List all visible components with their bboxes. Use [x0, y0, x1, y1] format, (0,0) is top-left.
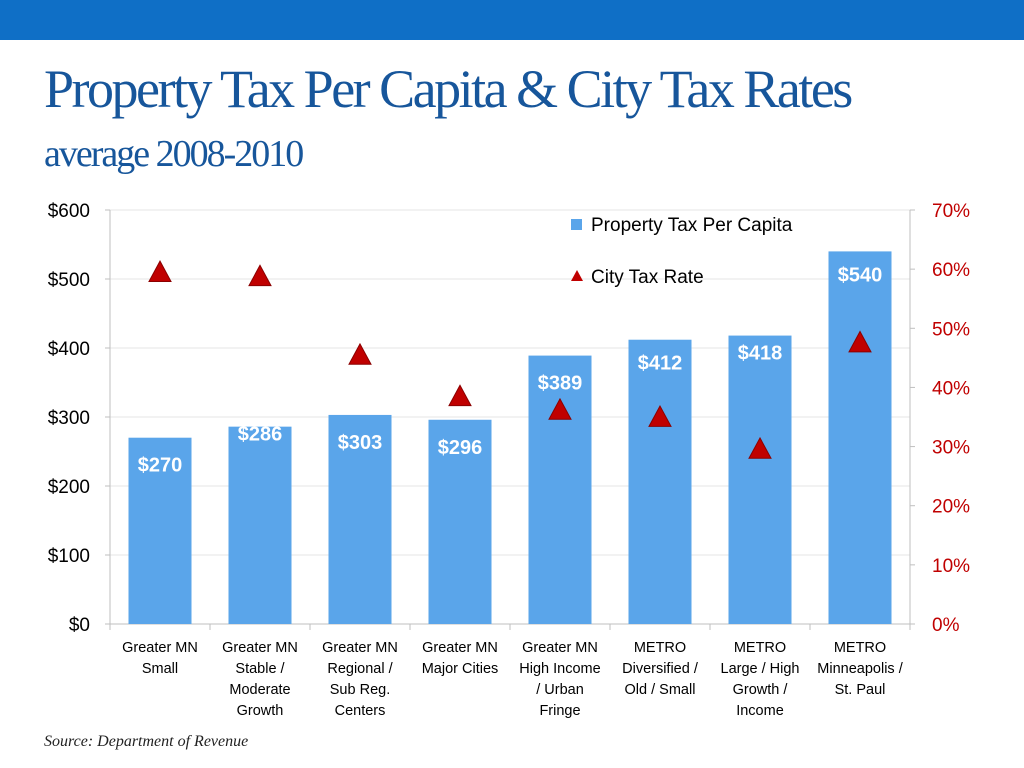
left-tick-label: $300 — [48, 408, 90, 429]
x-tick-label: METRO Large / High Growth / Income — [721, 640, 800, 719]
tax-rate-marker — [548, 397, 572, 420]
source-note: Source: Department of Revenue — [44, 733, 249, 750]
right-tick-label: 10% — [932, 556, 970, 577]
bar — [728, 335, 792, 624]
x-tick-label: Greater MN Stable / Moderate Growth — [222, 640, 298, 719]
left-tick-label: $0 — [69, 615, 90, 636]
tax-rate-marker — [848, 330, 872, 353]
right-tick-label: 0% — [932, 615, 960, 636]
legend-bar-swatch — [571, 219, 582, 230]
tax-rate-marker — [648, 404, 672, 427]
right-tick-label: 70% — [932, 201, 970, 222]
bar — [128, 437, 192, 624]
right-tick-label: 20% — [932, 497, 970, 518]
tax-rate-marker — [748, 436, 772, 459]
legend-marker-swatch — [571, 270, 583, 281]
slide-subtitle: average 2008-2010 — [44, 133, 304, 175]
x-tick-label: Greater MN Small — [122, 640, 198, 677]
bar — [428, 419, 492, 624]
bar-data-label: $286 — [238, 424, 283, 446]
bar-data-label: $389 — [538, 373, 583, 395]
right-tick-label: 40% — [932, 378, 970, 399]
bar — [228, 426, 292, 624]
x-tick-label: Greater MN High Income / Urban Fringe — [519, 640, 600, 719]
bar-data-label: $418 — [738, 343, 783, 365]
bar — [828, 251, 892, 624]
bar-data-label: $303 — [338, 432, 383, 454]
bar-data-label: $540 — [838, 264, 883, 286]
left-tick-label: $100 — [48, 546, 90, 567]
right-tick-label: 30% — [932, 438, 970, 459]
bar-data-label: $270 — [138, 455, 183, 477]
bar — [328, 414, 392, 624]
tax-rate-marker — [248, 264, 272, 287]
x-tick-label: METRO Diversified / Old / Small — [622, 640, 699, 698]
tax-rate-marker — [148, 260, 172, 282]
left-tick-label: $200 — [48, 477, 90, 498]
bar — [528, 355, 592, 624]
tax-rate-marker — [348, 342, 372, 365]
right-tick-label: 50% — [932, 319, 970, 340]
legend-marker-label: City Tax Rate — [591, 267, 704, 288]
bar — [628, 339, 692, 624]
right-tick-label: 60% — [932, 260, 970, 281]
legend-bar-label: Property Tax Per Capita — [591, 215, 793, 236]
bar-data-label: $412 — [638, 353, 683, 375]
left-tick-label: $600 — [48, 201, 90, 222]
top-accent-bar — [0, 0, 1024, 40]
x-tick-label: Greater MN Regional / Sub Reg. Centers — [322, 640, 398, 719]
slide-title: Property Tax Per Capita & City Tax Rates — [44, 59, 853, 119]
x-tick-label: METRO Minneapolis / St. Paul — [817, 640, 903, 698]
x-tick-label: Greater MN Major Cities — [422, 640, 499, 677]
left-tick-label: $500 — [48, 270, 90, 291]
left-tick-label: $400 — [48, 339, 90, 360]
tax-rate-marker — [448, 384, 472, 407]
bar-data-label: $296 — [438, 437, 483, 459]
